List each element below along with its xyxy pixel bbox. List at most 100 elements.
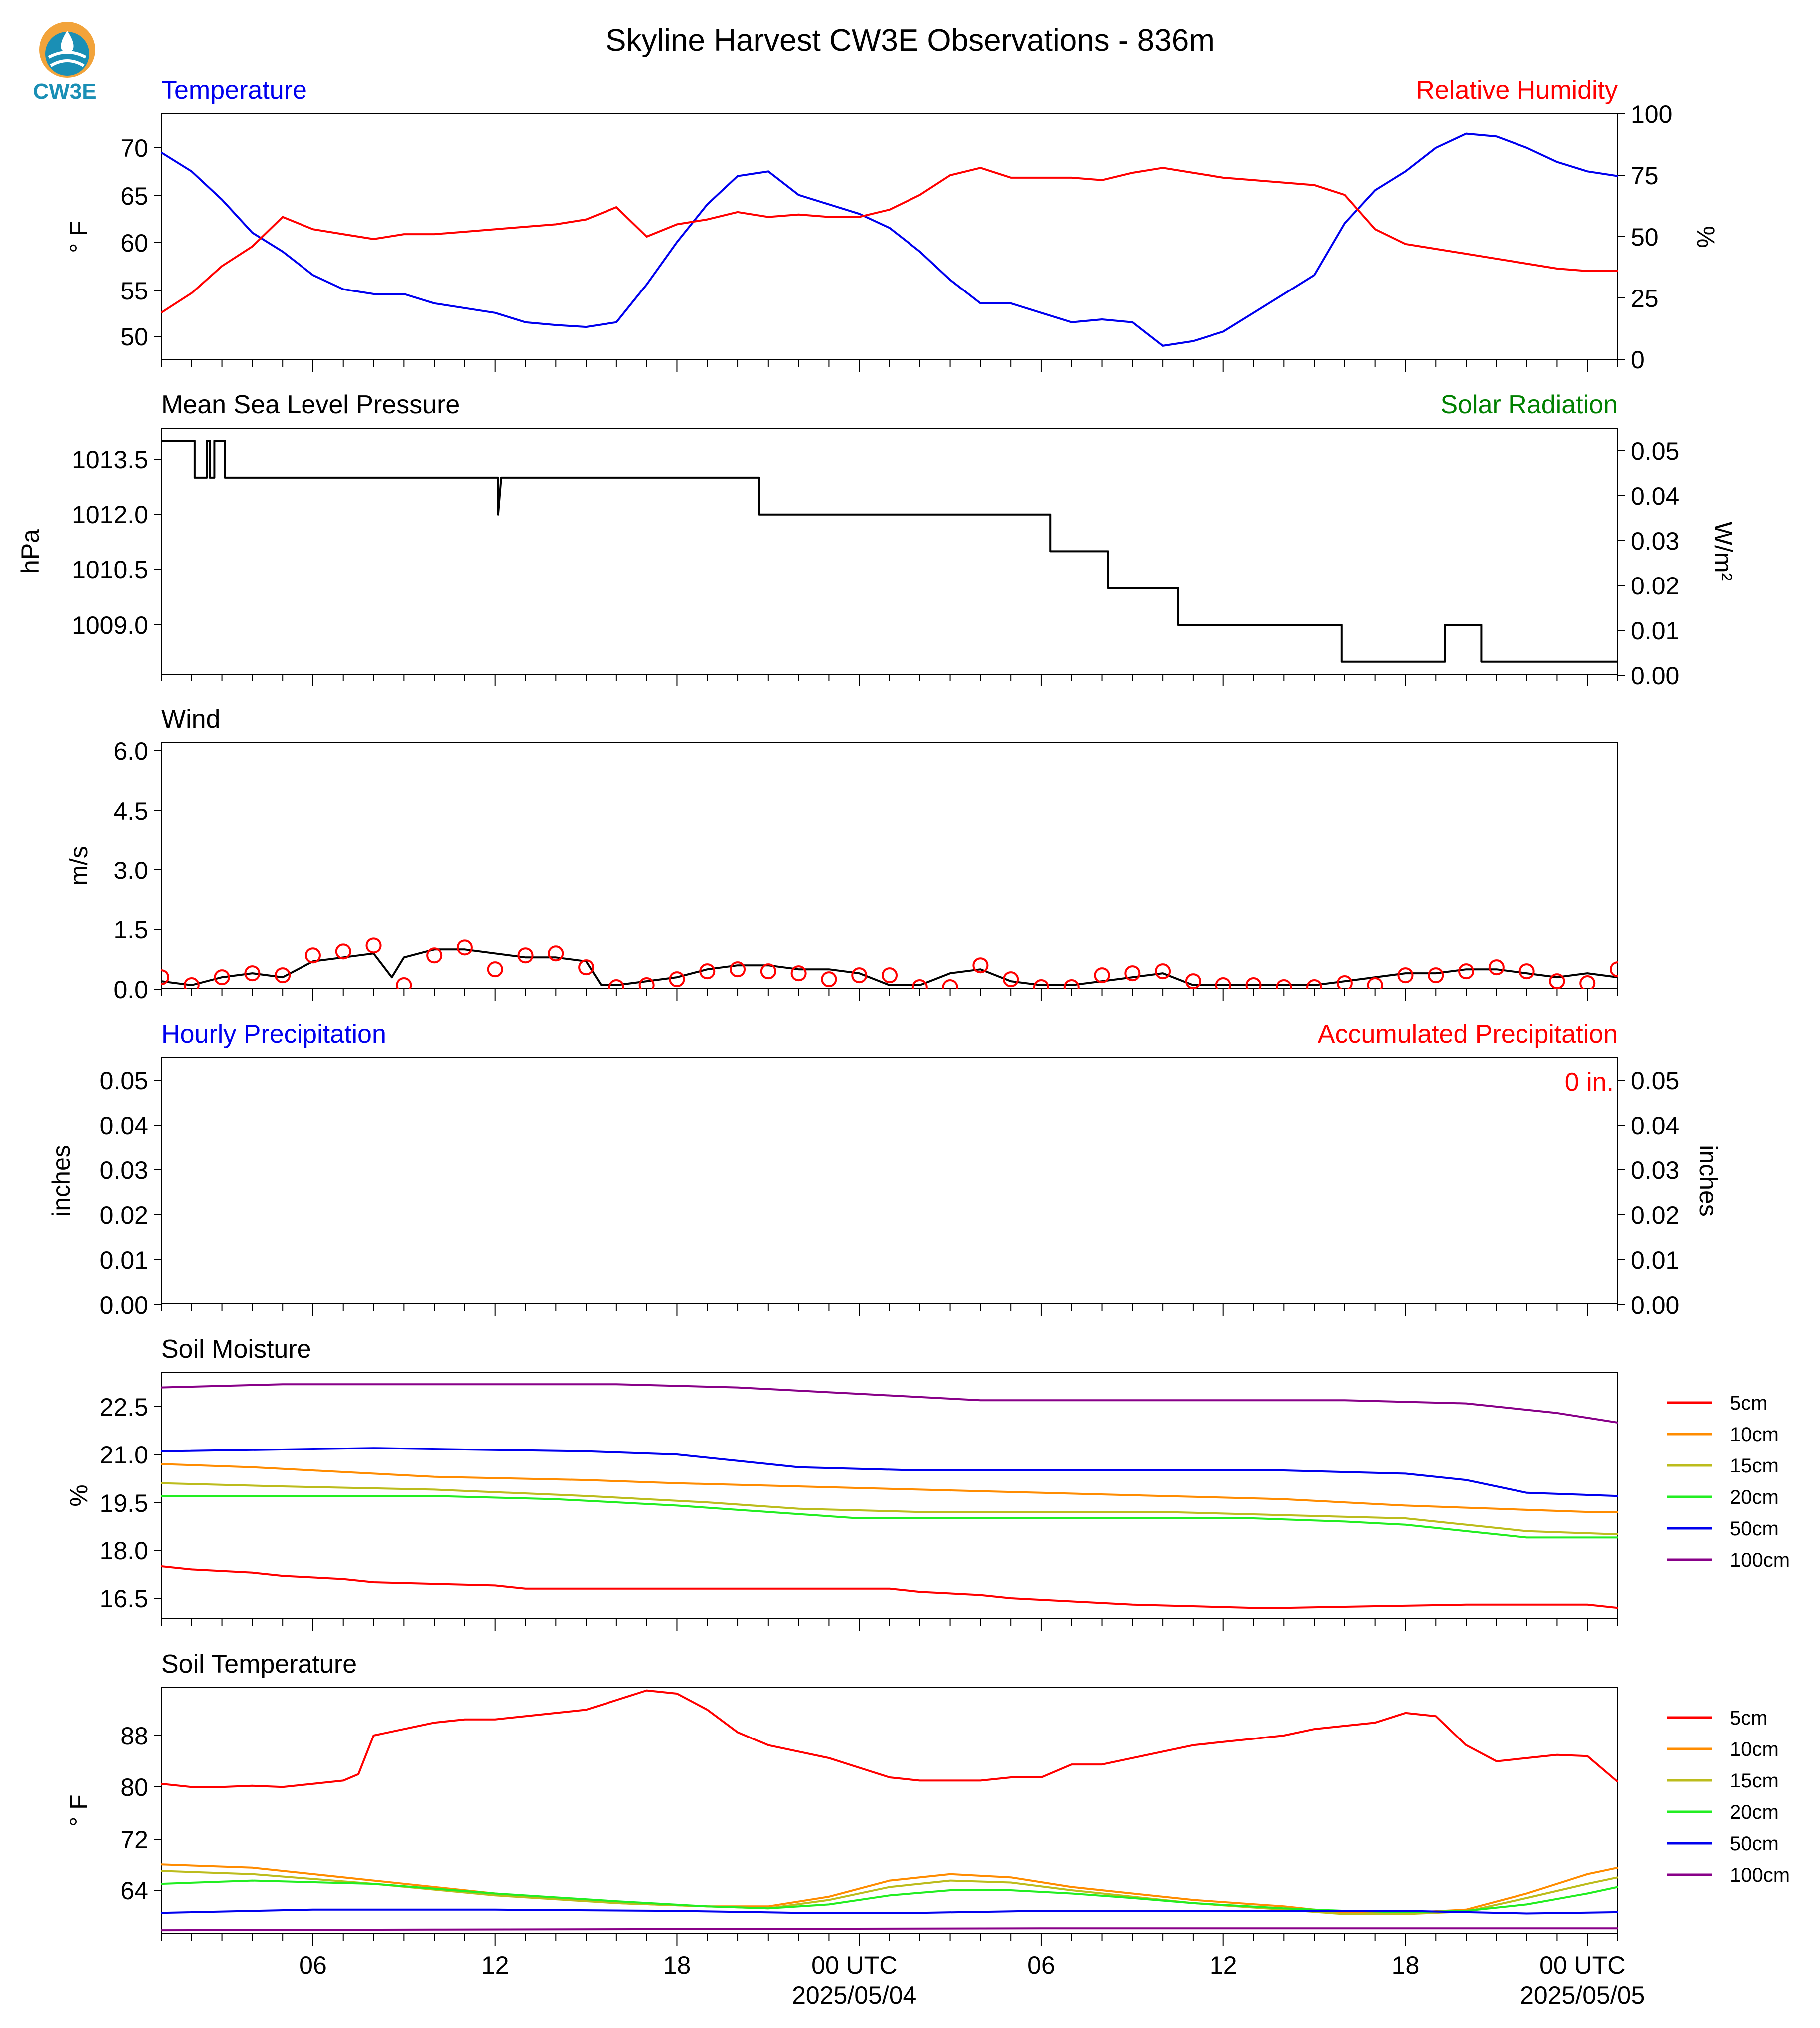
gust-marker (1549, 973, 1565, 989)
series-line-100cm (161, 1927, 1618, 1932)
gust-marker (1215, 977, 1231, 989)
x-tick-label: 00 UTC (1539, 1951, 1625, 1979)
gust-marker (1579, 975, 1596, 989)
legend-label: 20cm (1730, 1486, 1779, 1508)
x-date-label: 2025/05/05 (1520, 1981, 1645, 2009)
gust-marker (275, 967, 291, 984)
gust-marker (790, 965, 807, 982)
panel-title-right: Relative Humidity (1416, 76, 1618, 105)
gust-marker (1367, 977, 1383, 989)
y-tick-label-right: 0.00 (1631, 1291, 1679, 1319)
y-tick-label-right: 0.01 (1631, 1246, 1679, 1274)
legend-label: 15cm (1730, 1770, 1779, 1792)
y-tick-label-right: 0.05 (1631, 437, 1679, 465)
y-tick-label-right: 25 (1631, 285, 1659, 312)
y-axis-label: ° F (65, 221, 93, 253)
gust-marker (972, 957, 989, 974)
gust-marker (638, 977, 655, 989)
gust-marker (1033, 979, 1049, 989)
logo-text: CW3E (33, 79, 96, 104)
y-tick-label: 60 (120, 229, 148, 257)
y-tick-label-right: 0.04 (1631, 1112, 1679, 1140)
y-tick-label: 4.5 (113, 797, 148, 825)
gust-marker (1458, 963, 1475, 980)
precip-annotation: 0 in. (1565, 1068, 1614, 1097)
y-tick-label-right: 0.03 (1631, 527, 1679, 555)
x-tick-label: 18 (663, 1951, 691, 1979)
x-date-label: 2025/05/04 (792, 1981, 916, 2009)
legend: 5cm 10cm 15cm 20cm 50cm 100cm (1667, 1707, 1790, 1886)
legend-label: 20cm (1730, 1801, 1779, 1823)
y-tick-label: 0.01 (100, 1246, 148, 1274)
x-tick-label: 12 (1210, 1951, 1237, 1979)
y-tick-label: 0.00 (100, 1291, 148, 1319)
gust-marker (1063, 979, 1080, 989)
y-tick-label: 1012.0 (72, 501, 148, 529)
panel-2: Mean Sea Level Pressure Solar Radiation 10… (16, 390, 1737, 690)
gust-marker (821, 971, 837, 988)
gust-marker (161, 969, 169, 986)
y-tick-label-right: 0.05 (1631, 1067, 1679, 1095)
gust-marker (851, 967, 868, 984)
y-tick-label-right: 75 (1631, 162, 1659, 190)
gust-marker (608, 979, 624, 989)
y-tick-label: 18.0 (100, 1537, 148, 1565)
y-tick-label: 0.03 (100, 1157, 148, 1184)
series-group (161, 132, 1618, 347)
y-tick-label-right: 0 (1631, 346, 1645, 374)
y-tick-label: 0.02 (100, 1201, 148, 1229)
panel-1: Temperature Relative Humidity 70 65 60 55 50 10… (65, 76, 1720, 374)
series-group (161, 1383, 1618, 1609)
y-tick-label: 88 (120, 1722, 148, 1750)
y-tick-label: 16.5 (100, 1585, 148, 1613)
gust-marker (183, 977, 200, 989)
y-tick-label-right: 0.01 (1631, 617, 1679, 645)
legend-label: 50cm (1730, 1518, 1779, 1540)
y-tick-label-right: 0.00 (1631, 662, 1679, 690)
y-tick-label: 80 (120, 1773, 148, 1801)
gust-marker (1094, 967, 1110, 984)
panel-title-left: Temperature (161, 76, 307, 105)
y-axis-label: inches (47, 1145, 75, 1217)
gust-marker (1428, 967, 1444, 984)
y-axis-label-right: W/m² (1709, 522, 1737, 581)
y-tick-label: 1.5 (113, 916, 148, 944)
gust-marker (1488, 959, 1505, 976)
panel-5: Soil Moisture 22.5 21.0 19.5 18.0 16.5% 5cm 10c… (65, 1335, 1790, 1631)
y-tick-label: 50 (120, 323, 148, 351)
y-tick-label: 3.0 (113, 857, 148, 884)
panel-title-left: Soil Moisture (161, 1335, 311, 1364)
chart-title: Skyline Harvest CW3E Observations - 836m (606, 23, 1214, 58)
series-line-50cm (161, 1908, 1618, 1915)
series-line-1 (161, 948, 1618, 986)
y-tick-label: 1010.5 (72, 556, 148, 583)
y-axis-label-right: inches (1694, 1145, 1722, 1217)
y-axis-label-right: % (1692, 226, 1720, 248)
gust-marker (1245, 977, 1262, 989)
y-tick-label: 1009.0 (72, 611, 148, 639)
gust-marker (335, 943, 351, 960)
gust-marker (365, 937, 382, 954)
gust-marker (517, 947, 534, 964)
series-line-10cm (161, 1463, 1618, 1513)
panel-title-left: Soil Temperature (161, 1650, 357, 1679)
y-tick-label: 0.0 (113, 976, 148, 1004)
gust-marker (1518, 963, 1535, 980)
gust-marker (426, 947, 443, 964)
y-tick-label: 0.04 (100, 1112, 148, 1140)
y-tick-label: 72 (120, 1826, 148, 1854)
y-tick-label: 21.0 (100, 1441, 148, 1469)
y-tick-label: 70 (120, 134, 148, 162)
series-line-2 (161, 167, 1618, 314)
plot-frame (161, 113, 1618, 360)
series-line-100cm (161, 1383, 1618, 1424)
plot-frame (161, 742, 1618, 989)
gust-marker (760, 963, 776, 980)
gust-marker (1276, 979, 1292, 989)
gust-marker (1336, 975, 1353, 989)
panel-title-left: Hourly Precipitation (161, 1020, 386, 1049)
gust-marker (1306, 979, 1323, 989)
legend-label: 10cm (1730, 1738, 1779, 1760)
plot-frame (161, 428, 1618, 675)
